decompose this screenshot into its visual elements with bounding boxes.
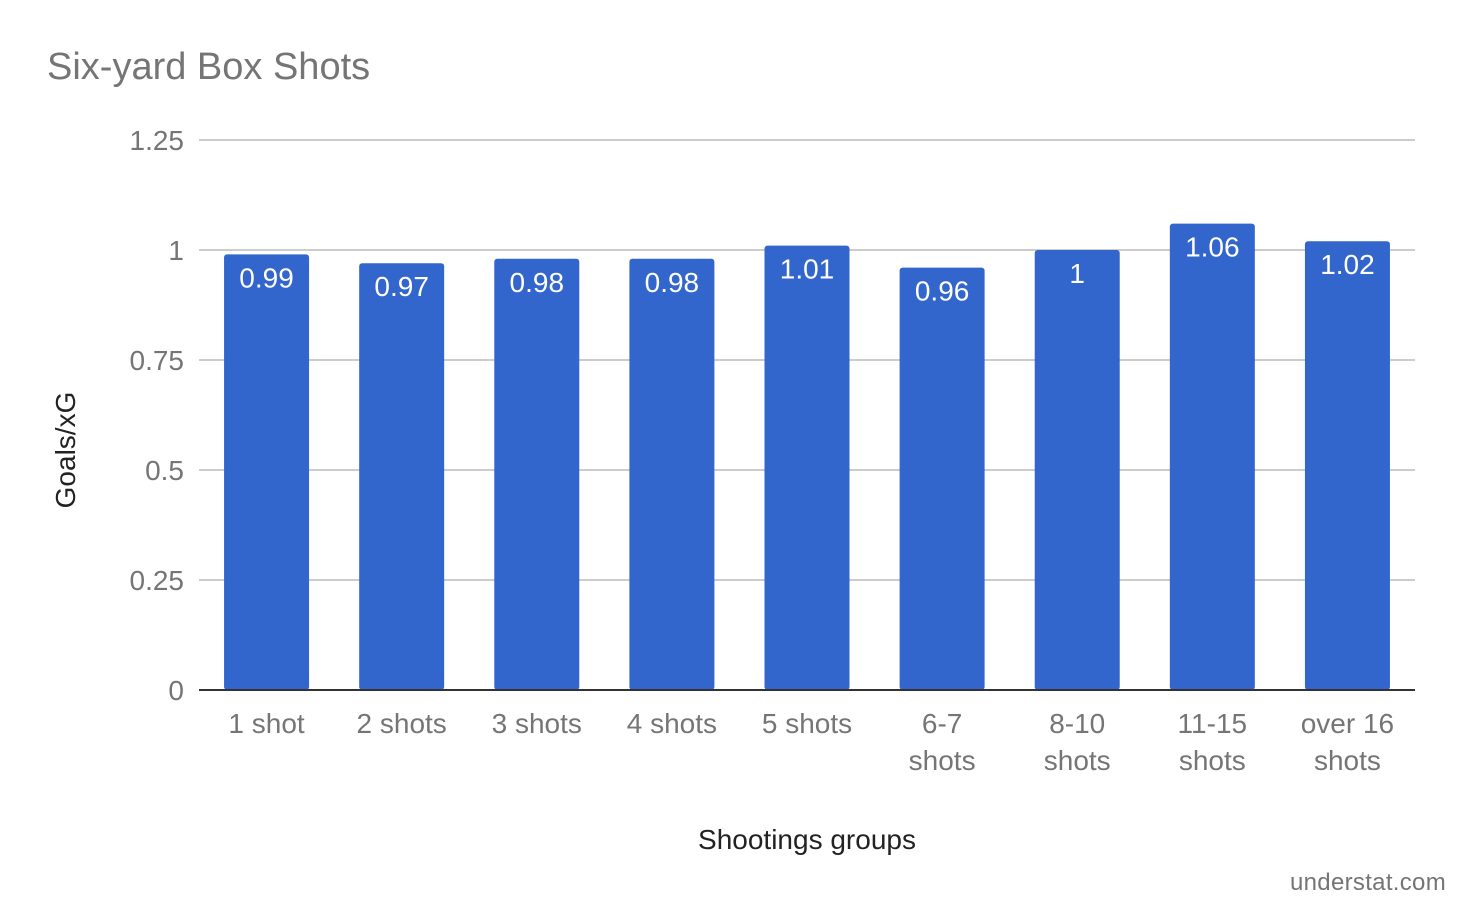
y-tick-label: 1.25 bbox=[130, 125, 185, 156]
x-tick-label: 11-15 shots bbox=[1178, 708, 1248, 776]
y-tick-labels: 0 0.25 0.5 0.75 1 1.25 bbox=[130, 125, 185, 706]
bar[interactable] bbox=[1034, 250, 1120, 690]
bar[interactable] bbox=[1304, 241, 1390, 690]
bar[interactable] bbox=[359, 263, 445, 690]
y-tick-label: 1 bbox=[168, 235, 184, 266]
y-tick-label: 0 bbox=[168, 675, 184, 706]
chart-title: Six-yard Box Shots bbox=[47, 46, 371, 88]
data-label: 0.98 bbox=[510, 267, 565, 298]
y-tick-label: 0.75 bbox=[130, 345, 185, 376]
data-label: 1.02 bbox=[1320, 249, 1375, 280]
x-tick-label: 5 shots bbox=[762, 708, 852, 739]
x-tick-labels: 1 shot 2 shots 3 shots 4 shots 5 shots 6-7 sho… bbox=[228, 708, 1394, 776]
data-label: 0.99 bbox=[239, 262, 294, 293]
x-tick-label: over 16 shots bbox=[1301, 708, 1394, 776]
data-label: 1.06 bbox=[1185, 232, 1240, 263]
bar[interactable] bbox=[494, 258, 580, 690]
x-tick-label: 8-10 shots bbox=[1044, 708, 1111, 776]
data-label: 1 bbox=[1069, 258, 1085, 289]
bar[interactable] bbox=[629, 258, 715, 690]
x-tick-label: 2 shots bbox=[357, 708, 447, 739]
bar[interactable] bbox=[1169, 223, 1255, 690]
data-labels: 0.99 0.97 0.98 0.98 1.01 0.96 1 1.06 1.02 bbox=[239, 232, 1374, 307]
x-tick-label: 1 shot bbox=[228, 708, 304, 739]
data-label: 0.96 bbox=[915, 276, 970, 307]
bars bbox=[224, 223, 1390, 690]
y-axis-title: Goals/xG bbox=[50, 392, 81, 509]
y-tick-label: 0.25 bbox=[130, 565, 185, 596]
x-axis-title: Shootings groups bbox=[698, 824, 916, 855]
bar[interactable] bbox=[224, 254, 310, 690]
data-label: 1.01 bbox=[780, 254, 835, 285]
bar[interactable] bbox=[899, 267, 985, 690]
y-tick-label: 0.5 bbox=[145, 455, 184, 486]
x-tick-label: 6-7 shots bbox=[909, 708, 976, 776]
data-label: 0.98 bbox=[645, 267, 700, 298]
data-label: 0.97 bbox=[374, 271, 429, 302]
bar[interactable] bbox=[764, 245, 850, 690]
watermark-source: understat.com bbox=[1290, 869, 1446, 896]
x-tick-label: 3 shots bbox=[492, 708, 582, 739]
x-tick-label: 4 shots bbox=[627, 708, 717, 739]
